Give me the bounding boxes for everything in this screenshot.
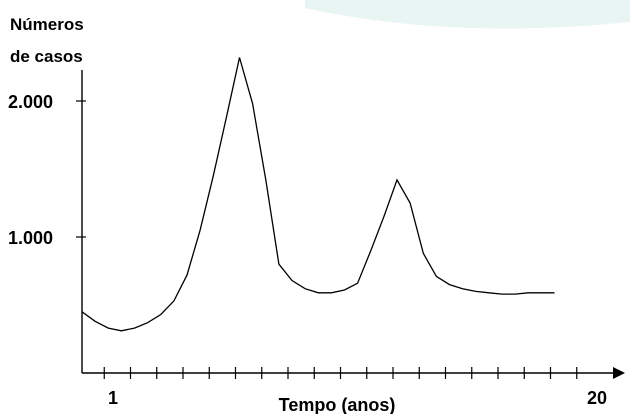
decorative-background-shape — [305, 0, 630, 29]
tick-labels: 1.000 2.000 1 20 — [8, 92, 607, 408]
y-tick-label-1: 1.000 — [8, 228, 53, 248]
x-axis-label: Tempo (anos) — [279, 395, 396, 414]
series-line — [81, 57, 555, 332]
y-axis-label-line-2: de casos — [10, 47, 83, 66]
x-axis-arrow — [613, 367, 625, 379]
chart-axes — [81, 70, 625, 379]
x-tick-label-2: 20 — [587, 388, 607, 408]
x-tick-label-1: 1 — [108, 388, 118, 408]
axis-ticks — [76, 100, 578, 379]
y-tick-label-2: 2.000 — [8, 92, 53, 112]
y-axis-label-line-1: Números — [10, 15, 84, 34]
